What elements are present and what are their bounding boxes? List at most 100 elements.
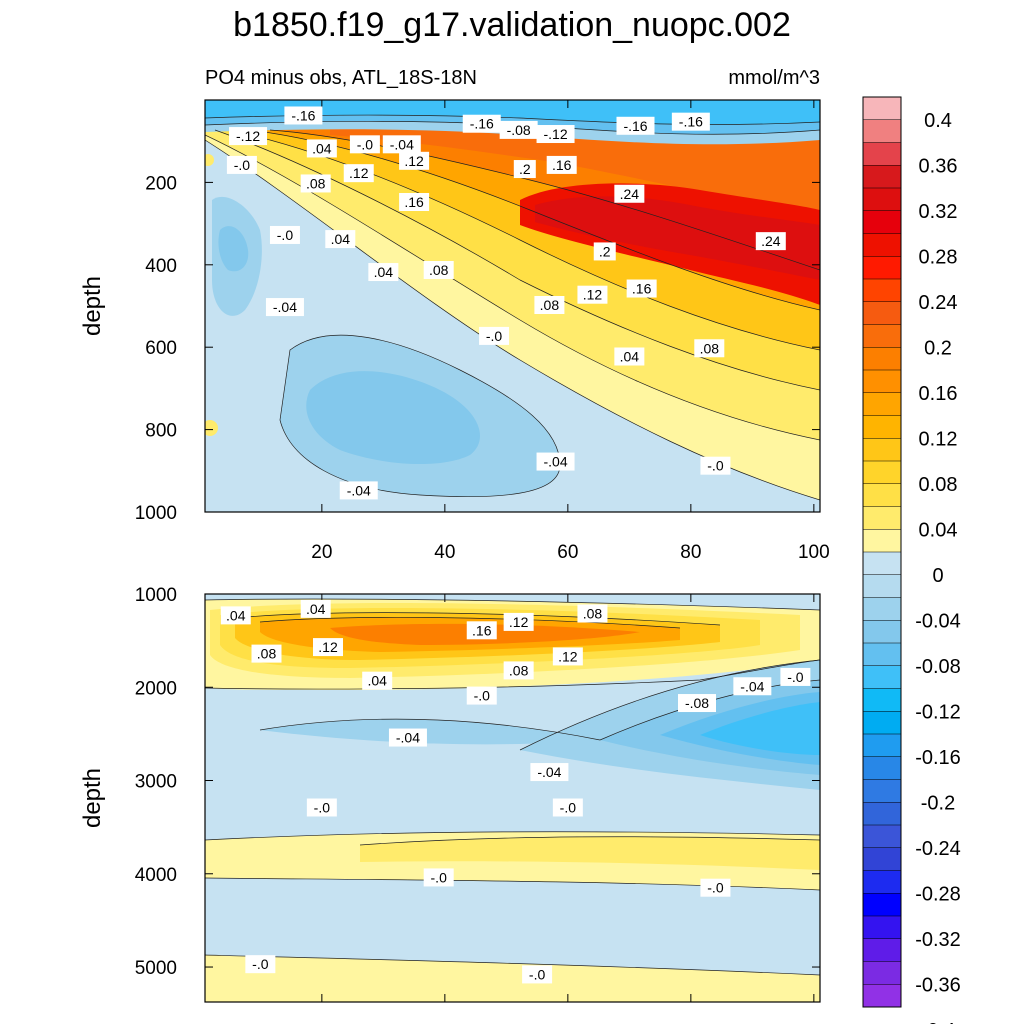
colorbar-swatch [863,734,901,758]
svg-text:-.16: -.16 [623,118,647,134]
lower-contour-label: .04 [362,671,393,690]
upper-ytick-label: 400 [145,256,177,277]
lower-plot-frame [204,593,821,1003]
svg-text:-.0: -.0 [431,869,448,885]
lower-contour-label: -.0 [306,798,337,817]
svg-text:.08: .08 [540,297,560,313]
svg-text:.04: .04 [312,140,332,156]
colorbar-tick-label: 0.2 [924,337,952,359]
colorbar-tick-label: -0.36 [915,974,961,996]
colorbar-tick-label: 0.28 [919,246,958,268]
colorbar-swatch [863,825,901,849]
colorbar-tick-label: 0.4 [924,110,952,132]
svg-text:.2: .2 [599,243,611,259]
colorbar-swatch [863,893,901,917]
colorbar-swatch [863,233,901,257]
colorbar-tick-label: 0.08 [919,474,958,496]
colorbar-tick-label: -0.12 [915,701,961,723]
colorbar-swatch [863,392,901,416]
upper-ytick-label: 800 [145,421,177,442]
svg-text:-.0: -.0 [486,328,503,344]
colorbar-swatch [863,665,901,689]
colorbar-tick-label: -0.4 [921,1020,955,1024]
svg-text:.12: .12 [318,639,338,655]
upper-contour-label: -.0 [269,225,300,244]
svg-text:-.0: -.0 [529,966,546,982]
svg-text:-.0: -.0 [277,227,294,243]
colorbar-swatch [863,961,901,985]
svg-text:-.04: -.04 [396,730,420,746]
svg-text:.24: .24 [761,233,781,249]
upper-ylabel: depth [79,276,106,336]
lower-contour-label: .12 [503,612,534,631]
upper-contour-label: -.08 [499,120,538,139]
upper-contour-label: .16 [626,279,657,298]
lower-axes: 1000 2000 3000 4000 5000 [135,585,820,1002]
colorbar-swatch [863,483,901,507]
upper-contour-label: .04 [306,139,337,158]
colorbar-swatch [863,938,901,962]
svg-text:-.0: -.0 [314,799,331,815]
svg-text:.08: .08 [306,175,326,191]
lower-contour-label: -.0 [522,965,553,984]
svg-text:-.12: -.12 [543,126,567,142]
left-subtitle: PO4 minus obs, ATL_18S-18N [205,67,477,89]
lower-contour-label: -.0 [245,955,276,974]
colorbar-swatch [863,438,901,462]
svg-text:-.04: -.04 [543,454,567,470]
svg-text:-.0: -.0 [252,956,269,972]
upper-contour-label: -.0 [700,456,731,475]
colorbar-swatch [863,688,901,712]
upper-contour-label: .08 [534,296,565,314]
svg-text:-.04: -.04 [537,764,561,780]
upper-contour-label: .08 [694,339,725,358]
upper-contour-label: .04 [368,263,399,282]
svg-text:.16: .16 [632,281,652,297]
upper-contour-label: .24 [614,184,645,203]
svg-text:-.0: -.0 [357,136,374,152]
colorbar-swatch [863,552,901,576]
colorbar-swatch [863,210,901,234]
svg-text:.16: .16 [404,194,424,210]
units-label: mmol/m^3 [728,67,820,89]
lower-contour-label: -.04 [530,763,569,782]
svg-text:-.12: -.12 [236,128,260,144]
svg-text:.16: .16 [552,157,572,173]
upper-xtick-label: 20 [311,542,332,563]
upper-contour-label: -.0 [226,155,257,174]
colorbar-swatch [863,279,901,303]
svg-text:-.0: -.0 [560,799,577,815]
colorbar-swatch [863,142,901,166]
colorbar-swatch [863,97,901,121]
upper-contour-label: .12 [343,164,374,183]
colorbar-swatch [863,847,901,871]
svg-text:.08: .08 [429,262,449,278]
svg-text:.04: .04 [620,349,640,365]
upper-contour-label: .12 [577,285,608,304]
upper-contour-label: -.0 [479,326,510,345]
upper-contour-label: .16 [399,193,430,211]
colorbar-tick-label: 0.16 [919,383,958,405]
lower-contour-label: .04 [220,606,251,625]
colorbar-swatch [863,529,901,553]
colorbar-tick-label: 0 [932,565,943,587]
upper-contour-labels: -.16 -.16 -.16 -.16 -.12 -.12 -.08 -.04 .04 -.0 -.… [226,106,786,500]
svg-text:.16: .16 [472,622,492,638]
svg-text:.12: .12 [509,614,529,630]
upper-xtick-label: 60 [557,542,578,563]
svg-text:-.0: -.0 [707,458,724,474]
upper-contour-label: -.12 [536,125,575,144]
upper-contour-label: .2 [513,160,536,179]
colorbar-swatch [863,324,901,348]
upper-contour-label: .12 [399,151,430,170]
upper-contour-label: .08 [423,260,454,279]
colorbar-swatch [863,461,901,485]
colorbar-swatch [863,415,901,439]
svg-text:-.0: -.0 [474,688,491,704]
upper-contour-label: .16 [546,155,577,174]
upper-contour-label: .04 [325,230,356,249]
upper-ytick-label: 1000 [135,503,177,524]
colorbar-swatch [863,347,901,371]
svg-text:.24: .24 [620,186,640,202]
